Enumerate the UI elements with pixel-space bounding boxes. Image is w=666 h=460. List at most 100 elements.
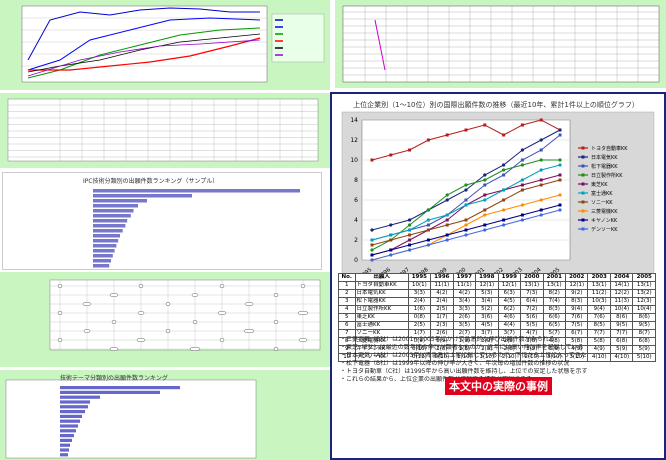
- data-point: [445, 218, 449, 222]
- table-row: 6 富士通KK 2(5) 2(3) 3(5) 4(5) 4(4) 5(5) 6(5) 7(5) 8(…: [338, 321, 656, 330]
- table-cell: 5(3): [475, 289, 499, 298]
- data-point: [389, 253, 393, 257]
- legend-marker: [581, 155, 585, 159]
- table-cell: 10(3): [587, 297, 611, 306]
- table-cell: 1: [338, 281, 356, 290]
- table-header-cell: No.: [338, 273, 356, 282]
- notes-block: ・三菱電機（B社）は2001〜2005年にかけて急激的な伸び出願件数がみられる …: [340, 336, 658, 384]
- legend-marker: [581, 164, 585, 168]
- data-point: [370, 243, 374, 247]
- data-point: [502, 198, 506, 202]
- table-cell: 2(4): [407, 297, 432, 306]
- data-point: [464, 183, 468, 187]
- y-tick-label: 6: [354, 197, 358, 204]
- table-cell: 8(6): [632, 313, 656, 322]
- data-point: [502, 188, 506, 192]
- table-header-cell: 1998: [475, 273, 499, 282]
- table-cell: 3: [338, 297, 356, 306]
- data-point: [502, 168, 506, 172]
- table-cell: 10(4): [632, 305, 656, 314]
- data-point: [389, 238, 393, 242]
- data-point: [464, 223, 468, 227]
- table-cell: 富士通KK: [354, 321, 409, 330]
- table-header-cell: 2005: [632, 273, 656, 282]
- data-point: [408, 238, 412, 242]
- thumb-ranking2-title: 技術テーマ分類別の出願件数ランキング: [60, 375, 168, 382]
- data-point: [539, 158, 543, 162]
- table-header-cell: 出願人: [354, 273, 409, 282]
- x-tick-label: 2002: [490, 267, 505, 278]
- table-row: 1 トヨタ自動車KK 10(1) 11(1) 11(1) 12(1) 12(1) 13(1) 1…: [338, 281, 656, 290]
- table-header-cell: 2004: [609, 273, 634, 282]
- data-point: [520, 158, 524, 162]
- table-cell: 9(5): [609, 321, 634, 330]
- data-point: [558, 208, 562, 212]
- table-cell: 2(6): [452, 313, 477, 322]
- data-point: [408, 223, 412, 227]
- ranking-table: No. 出願人 1995 1996 1997 1998 1999 2000 2001 2002 20…: [338, 273, 656, 362]
- table-cell: 2(5): [407, 321, 432, 330]
- table-row: 8 三菱電機KK 0(9) 0(9) 1(9) 1(9) 2(9) 3(8) 4(8) 5(8) 5…: [338, 337, 656, 346]
- table-cell: 7(2): [520, 305, 544, 314]
- data-point: [502, 133, 506, 137]
- table-cell: 8(5): [587, 321, 611, 330]
- data-point: [426, 208, 430, 212]
- table-cell: 11(1): [430, 281, 454, 290]
- table-cell: 13(1): [587, 281, 611, 290]
- thumb-matrix-panel: [335, 0, 666, 88]
- data-point: [520, 178, 524, 182]
- table-cell: 4(5): [475, 321, 499, 330]
- legend-label: 松下電器KK: [591, 163, 618, 170]
- note-line: ・東芝（E社）は最近の数年間の伸びが顕著なものが、近年には高い伸び率を記録してい…: [340, 344, 584, 351]
- thumb-ranking2-bars: [5, 379, 257, 459]
- table-cell: 12(3): [632, 297, 656, 306]
- table-cell: 6: [338, 321, 356, 330]
- data-point: [445, 133, 449, 137]
- data-point: [445, 193, 449, 197]
- x-tick-label: 1998: [415, 267, 430, 278]
- table-cell: 13(1): [632, 281, 656, 290]
- table-cell: 6(3): [497, 289, 522, 298]
- data-point: [539, 178, 543, 182]
- data-point: [539, 148, 543, 152]
- data-point: [370, 248, 374, 252]
- data-point: [464, 228, 468, 232]
- data-point: [483, 228, 487, 232]
- data-point: [502, 173, 506, 177]
- data-point: [408, 243, 412, 247]
- data-point: [426, 228, 430, 232]
- thumb-table: [7, 98, 319, 162]
- table-cell: 2: [338, 289, 356, 298]
- data-point: [539, 183, 543, 187]
- chart-title: 上位企業別（1〜10位）別の国際出願件数の推移（最近10年、累計1件以上の順位グ…: [353, 101, 639, 109]
- table-cell: 日本電気KK: [354, 289, 409, 298]
- table-cell: 6(5): [542, 321, 567, 330]
- table-cell: 1(6): [407, 305, 432, 314]
- table-cell: 9(4): [587, 305, 611, 314]
- data-point: [539, 138, 543, 142]
- table-cell: 9(4): [564, 305, 589, 314]
- x-tick-label: 2004: [528, 267, 543, 278]
- table-cell: 4(2): [452, 289, 477, 298]
- data-point: [539, 208, 543, 212]
- table-header-cell: 1995: [407, 273, 432, 282]
- table-cell: 10(1): [407, 281, 432, 290]
- data-point: [483, 123, 487, 127]
- table-cell: 7(6): [564, 313, 589, 322]
- data-point: [558, 203, 562, 207]
- data-point: [464, 188, 468, 192]
- data-point: [445, 233, 449, 237]
- table-cell: 8(2): [542, 289, 567, 298]
- table-cell: 3(6): [475, 313, 499, 322]
- data-point: [558, 173, 562, 177]
- data-point: [520, 218, 524, 222]
- data-point: [483, 173, 487, 177]
- note-line: ・松下電器（B社）は1999年以降の伸び率が大きく、年次毎の増加件数の推移の状況: [340, 360, 570, 367]
- table-cell: 12(1): [497, 281, 522, 290]
- data-point: [389, 153, 393, 157]
- legend-label: 三菱電機KK: [591, 208, 618, 215]
- data-point: [558, 128, 562, 132]
- data-point: [483, 183, 487, 187]
- table-cell: 9(5): [632, 321, 656, 330]
- data-point: [389, 248, 393, 252]
